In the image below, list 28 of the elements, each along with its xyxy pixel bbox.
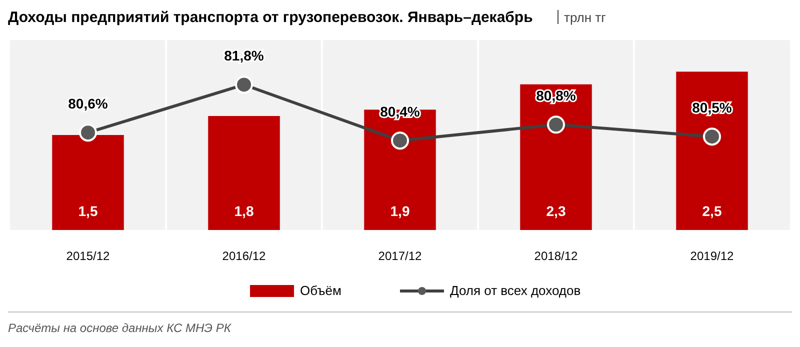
chart-title: Доходы предприятий транспорта от грузоперевозок. Январь–декабрь bbox=[8, 9, 533, 26]
bar bbox=[52, 135, 124, 230]
point bbox=[79, 124, 97, 142]
data-label: 1,9 bbox=[390, 203, 410, 219]
x-tick-label: 2019/12 bbox=[690, 249, 734, 263]
text: Расчёты на основе данных КС МНЭ РК bbox=[8, 321, 232, 335]
data-label: 81,8% bbox=[224, 48, 264, 64]
data-label: 80,5% bbox=[692, 100, 732, 116]
chart-subtitle: трлн тг bbox=[564, 10, 606, 25]
bar bbox=[520, 84, 592, 230]
data-label: 2,3 bbox=[546, 203, 566, 219]
bar bbox=[676, 72, 748, 230]
x-tick-label: 2017/12 bbox=[378, 249, 422, 263]
point bbox=[703, 128, 721, 146]
legend-label: Объём bbox=[300, 283, 342, 298]
point bbox=[391, 132, 409, 150]
point bbox=[235, 76, 253, 94]
data-label: 80,6% bbox=[68, 96, 108, 112]
data-label: 1,8 bbox=[234, 203, 254, 219]
x-tick-label: 2016/12 bbox=[222, 249, 266, 263]
legend-label: Доля от всех доходов bbox=[450, 283, 581, 298]
data-label: 2,5 bbox=[702, 203, 722, 219]
data-label: 1,5 bbox=[78, 203, 98, 219]
x-tick-label: 2018/12 bbox=[534, 249, 578, 263]
data-label: 80,8% bbox=[536, 88, 576, 104]
bar bbox=[208, 116, 280, 230]
x-tick-label: 2015/12 bbox=[66, 249, 110, 263]
point bbox=[547, 116, 565, 134]
